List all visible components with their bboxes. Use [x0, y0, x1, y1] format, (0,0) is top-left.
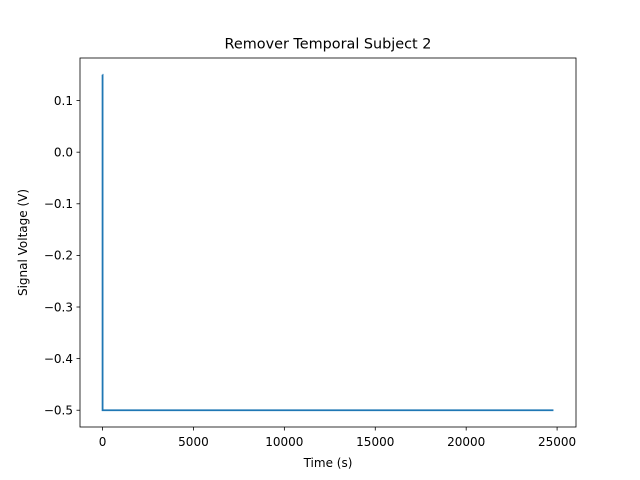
- x-tick-label: 5000: [178, 435, 209, 449]
- x-tick-label: 15000: [356, 435, 394, 449]
- x-axis-label: Time (s): [303, 456, 353, 470]
- y-tick-label: −0.3: [44, 300, 73, 314]
- plot-frame: [79, 57, 577, 428]
- y-axis-label: Signal Voltage (V): [16, 189, 30, 296]
- plot-area: [101, 73, 554, 412]
- y-tick-label: −0.2: [44, 249, 73, 263]
- x-tick-label: 10000: [265, 435, 303, 449]
- y-tick-label: −0.1: [44, 197, 73, 211]
- x-tick-label: 0: [99, 435, 107, 449]
- x-tick-label: 20000: [447, 435, 485, 449]
- y-axis: 0.1 0.0 −0.1 −0.2 −0.3 −0.4 −0.5: [44, 94, 80, 418]
- series-line: [101, 73, 554, 412]
- y-tick-label: 0.1: [54, 94, 73, 108]
- y-tick-label: −0.4: [44, 352, 73, 366]
- y-tick-label: −0.5: [44, 404, 73, 418]
- x-tick-label: 25000: [538, 435, 576, 449]
- x-axis: 0 5000 10000 15000 20000 25000: [99, 427, 576, 449]
- chart-title: Remover Temporal Subject 2: [225, 37, 432, 53]
- y-tick-label: 0.0: [54, 145, 73, 159]
